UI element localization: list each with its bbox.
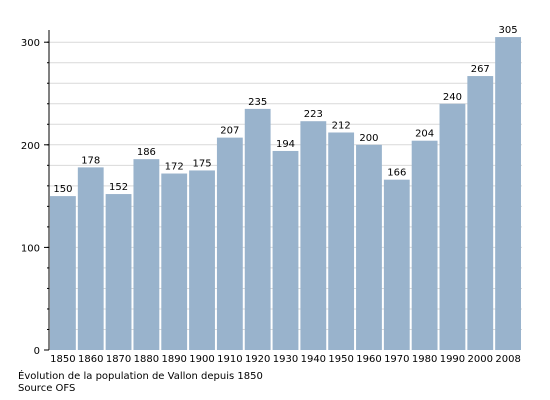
data-label-1990: 240 [443, 92, 462, 103]
x-tick-label-1980: 1980 [412, 354, 437, 365]
population-bar-chart: 150 178 152 186 172 175 207 235 194 223 212 200 166 2… [21, 25, 522, 365]
y-tick-label-300: 300 [21, 38, 40, 49]
data-label-1920: 235 [248, 97, 267, 108]
data-label-1960: 200 [359, 133, 378, 144]
bar-1870 [105, 194, 132, 350]
bar-2000 [467, 76, 494, 351]
x-tick-label-1850: 1850 [50, 354, 75, 365]
bar-1950 [328, 132, 355, 350]
data-label-1890: 172 [165, 162, 184, 173]
x-tick-label-1890: 1890 [161, 354, 186, 365]
data-label-1850: 150 [53, 184, 72, 195]
y-tick-label-200: 200 [21, 141, 40, 152]
x-tick-label-1950: 1950 [328, 354, 353, 365]
x-tick-label-1970: 1970 [384, 354, 409, 365]
bar-1930 [272, 150, 299, 350]
x-tick-label-1990: 1990 [440, 354, 465, 365]
x-tick-label-2000: 2000 [468, 354, 493, 365]
x-tick-label-1960: 1960 [356, 354, 381, 365]
bars [50, 37, 521, 351]
bar-1960 [356, 144, 382, 350]
x-tick-label-1880: 1880 [134, 354, 159, 365]
data-label-1980: 204 [415, 129, 434, 140]
chart-caption-title: Évolution de la population de Vallon dep… [18, 371, 263, 382]
data-labels: 150 178 152 186 172 175 207 235 194 223 212 200 166 2… [53, 25, 517, 195]
bar-1880 [133, 159, 160, 350]
data-label-1880: 186 [137, 147, 156, 158]
bar-1920 [244, 108, 271, 350]
x-tick-label-1920: 1920 [245, 354, 270, 365]
data-label-1910: 207 [220, 126, 239, 137]
x-tick-label-1870: 1870 [106, 354, 131, 365]
bar-2008 [495, 37, 521, 350]
data-label-1860: 178 [81, 155, 100, 166]
data-label-2008: 305 [499, 25, 518, 36]
x-tick-label-1860: 1860 [78, 354, 103, 365]
x-tick-label-1940: 1940 [301, 354, 326, 365]
data-label-2000: 267 [471, 64, 490, 75]
y-tick-label-100: 100 [21, 243, 40, 254]
x-tick-label-1900: 1900 [189, 354, 214, 365]
bar-1970 [383, 179, 410, 350]
x-tick-label-2008: 2008 [495, 354, 520, 365]
chart-caption-source: Source OFS [18, 383, 76, 394]
data-label-1930: 194 [276, 139, 295, 150]
bar-1910 [216, 137, 243, 350]
data-label-1940: 223 [304, 109, 323, 120]
x-tick-label-1910: 1910 [217, 354, 242, 365]
y-tick-label-0: 0 [34, 346, 40, 357]
bar-1850 [50, 196, 76, 350]
bar-1980 [411, 140, 438, 350]
bar-1860 [77, 167, 104, 350]
bar-1990 [439, 103, 466, 350]
x-tick-label-1930: 1930 [273, 354, 298, 365]
bar-1900 [189, 170, 215, 350]
bar-1890 [161, 173, 188, 350]
data-label-1950: 212 [332, 120, 351, 131]
axes: 1850 1860 1870 1880 1890 1900 1910 1920 1930 1940… [21, 30, 521, 365]
data-label-1900: 175 [192, 158, 211, 169]
bar-1940 [300, 121, 327, 351]
data-label-1970: 166 [387, 168, 406, 179]
data-label-1870: 152 [109, 182, 128, 193]
